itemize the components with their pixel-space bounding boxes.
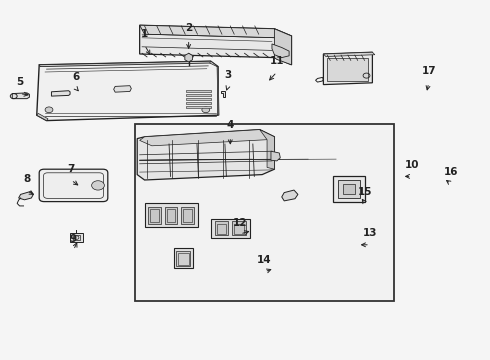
Text: 2: 2 bbox=[185, 23, 192, 33]
Polygon shape bbox=[37, 61, 218, 121]
Polygon shape bbox=[140, 130, 274, 146]
Bar bbox=[186, 106, 211, 108]
Text: 12: 12 bbox=[233, 217, 247, 228]
Text: 3: 3 bbox=[224, 70, 231, 80]
Bar bbox=[232, 221, 246, 235]
Bar bbox=[174, 248, 193, 268]
Polygon shape bbox=[39, 61, 212, 67]
Bar bbox=[145, 203, 198, 227]
Text: 8: 8 bbox=[24, 174, 30, 184]
Bar bbox=[165, 207, 177, 224]
Bar bbox=[186, 90, 211, 92]
Bar bbox=[176, 251, 190, 266]
Polygon shape bbox=[271, 151, 280, 161]
Polygon shape bbox=[185, 53, 193, 62]
Text: 13: 13 bbox=[363, 228, 377, 238]
Text: 17: 17 bbox=[421, 66, 436, 76]
Text: 14: 14 bbox=[257, 255, 272, 265]
Bar bbox=[186, 98, 211, 100]
Polygon shape bbox=[140, 25, 292, 38]
Bar bbox=[211, 219, 250, 238]
Polygon shape bbox=[272, 44, 289, 58]
Polygon shape bbox=[12, 93, 29, 99]
Bar bbox=[234, 224, 244, 234]
Text: 4: 4 bbox=[226, 120, 234, 130]
Bar bbox=[186, 102, 211, 104]
Polygon shape bbox=[323, 52, 372, 85]
Text: 16: 16 bbox=[443, 167, 458, 177]
Polygon shape bbox=[274, 29, 292, 65]
Bar bbox=[167, 209, 175, 222]
Bar bbox=[181, 207, 194, 224]
Polygon shape bbox=[338, 180, 360, 198]
Bar bbox=[215, 221, 228, 235]
FancyBboxPatch shape bbox=[39, 169, 108, 202]
Circle shape bbox=[202, 107, 210, 113]
Polygon shape bbox=[70, 233, 83, 242]
Polygon shape bbox=[333, 176, 365, 202]
Bar bbox=[186, 94, 211, 96]
Text: 5: 5 bbox=[16, 77, 23, 87]
Polygon shape bbox=[19, 192, 33, 200]
Text: 9: 9 bbox=[70, 234, 77, 244]
Polygon shape bbox=[221, 91, 225, 97]
Polygon shape bbox=[114, 86, 131, 92]
Bar bbox=[148, 207, 161, 224]
Polygon shape bbox=[260, 130, 274, 169]
Text: 15: 15 bbox=[358, 187, 372, 197]
Bar bbox=[150, 209, 159, 222]
Bar bbox=[327, 58, 368, 81]
Text: 10: 10 bbox=[404, 160, 419, 170]
Bar bbox=[178, 253, 189, 265]
Text: 7: 7 bbox=[67, 163, 75, 174]
Polygon shape bbox=[51, 91, 70, 96]
Text: 1: 1 bbox=[141, 28, 148, 39]
Text: 11: 11 bbox=[270, 55, 284, 66]
Polygon shape bbox=[282, 190, 298, 201]
Polygon shape bbox=[323, 52, 375, 57]
Bar bbox=[183, 209, 192, 222]
Polygon shape bbox=[210, 61, 219, 115]
Text: 6: 6 bbox=[73, 72, 79, 82]
Polygon shape bbox=[226, 135, 235, 141]
Bar bbox=[217, 224, 226, 234]
Polygon shape bbox=[37, 113, 48, 121]
Circle shape bbox=[45, 107, 53, 113]
Bar bbox=[135, 124, 394, 301]
Polygon shape bbox=[137, 130, 274, 180]
Circle shape bbox=[92, 181, 104, 190]
Polygon shape bbox=[343, 184, 355, 194]
Polygon shape bbox=[140, 25, 292, 65]
